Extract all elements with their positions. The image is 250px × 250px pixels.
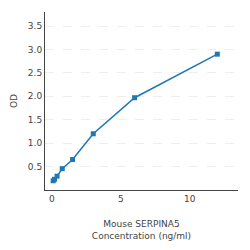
svg-text:2.5: 2.5 (28, 68, 42, 78)
svg-text:1.5: 1.5 (28, 115, 42, 125)
svg-text:0: 0 (49, 194, 55, 204)
svg-text:2.0: 2.0 (28, 91, 43, 101)
svg-text:OD: OD (9, 94, 19, 108)
svg-text:1.0: 1.0 (28, 138, 43, 148)
svg-text:3.5: 3.5 (28, 21, 42, 31)
svg-text:3.0: 3.0 (28, 45, 43, 55)
svg-text:0.5: 0.5 (28, 162, 42, 172)
svg-text:5: 5 (118, 194, 124, 204)
svg-text:10: 10 (184, 194, 196, 204)
svg-text:Mouse SERPINA5Concentration (n: Mouse SERPINA5Concentration (ng/ml) (92, 219, 191, 241)
